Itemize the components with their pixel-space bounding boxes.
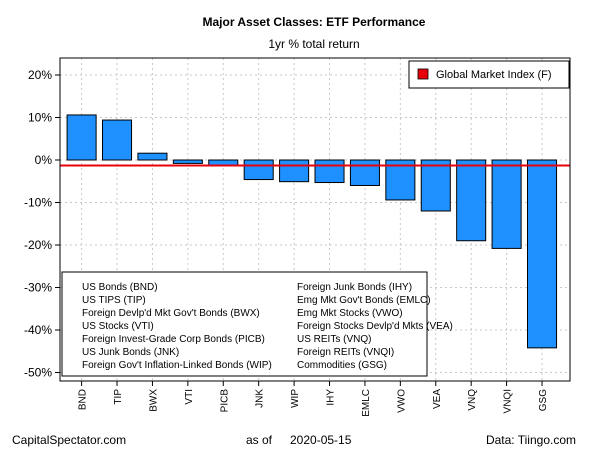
ticker-key-entry: Foreign Stocks Devlp'd Mkts (VEA) [297,321,453,332]
bar-picb [208,159,239,166]
x-tick-label-jnk: JNK [255,389,266,408]
y-tick-label: 10% [28,111,52,125]
x-tick-label-bwx: BWX [148,389,159,412]
footer-date: 2020-05-15 [290,433,352,447]
bar-jnk [243,159,274,181]
x-tick-label-tip: TIP [113,389,124,405]
plot-frame [59,57,571,382]
ticker-key-entry: Foreign Devlp'd Mkt Gov't Bonds (BWX) [82,308,260,319]
x-tick-label-emlc: EMLC [361,389,372,417]
x-tick-label-gsg: GSG [538,389,549,411]
y-tick-label: -20% [24,238,52,252]
bar-ihy [314,159,345,184]
footer-as-of-label: as of [246,433,273,447]
ticker-key-right-column: Foreign Junk Bonds (IHY) Emg Mkt Gov't Bo… [297,282,453,371]
x-tick-label-wip: WIP [290,389,301,408]
y-tick-label: 20% [28,68,52,82]
bar-vea [420,159,451,212]
ticker-key-entry: US Stocks (VTI) [82,321,154,332]
ticker-key-entry: Emg Mkt Stocks (VWO) [297,308,403,319]
y-tick-label: -50% [24,366,52,380]
ticker-key-left-column: US Bonds (BND) US TIPS (TIP) Foreign Devlp… [82,282,272,371]
ticker-key-entry: US TIPS (TIP) [82,295,146,306]
y-tick-label: -40% [24,323,52,337]
chart-title: Major Asset Classes: ETF Performance [203,15,426,29]
legend-swatch [417,68,429,80]
bar-bnd [66,114,97,161]
ticker-key: US Bonds (BND) US TIPS (TIP) Foreign Devlp… [61,271,453,377]
x-tick-label-bnd: BND [78,389,89,410]
x-tick-label-vea: VEA [432,389,443,409]
x-tick-label-vnqi: VNQI [503,389,514,413]
bar-tip [102,119,133,161]
x-tick-label-picb: PICB [219,389,230,413]
ticker-key-entry: Foreign Invest-Grade Corp Bonds (PICB) [82,334,265,345]
footer-source-site: CapitalSpectator.com [12,433,126,447]
bar-vwo [385,159,416,201]
bar-bwx [137,152,168,161]
ticker-key-entry: Emg Mkt Gov't Bonds (EMLC) [297,295,431,306]
legend: Global Market Index (F) [408,60,570,89]
x-axis: BND TIP BWX VTI PICB JNK WIP IHY EMLC VWO VEA VNQ VN… [78,381,549,417]
ticker-key-entry: US Bonds (BND) [82,282,158,293]
bar-vnqi [491,159,522,249]
bar-gsg [527,159,558,349]
legend-box [408,60,570,89]
ticker-key-entry: Foreign Junk Bonds (IHY) [297,282,412,293]
footer-data-source: Data: Tiingo.com [486,433,576,447]
y-tick-label: 0% [35,153,53,167]
x-tick-label-vwo: VWO [396,389,407,413]
ticker-key-entry: US REITs (VNQ) [297,334,371,345]
ticker-key-entry: Foreign Gov't Inflation-Linked Bonds (WI… [82,360,272,371]
bar-emlc [349,159,380,186]
ticker-key-entry: US Junk Bonds (JNK) [82,347,179,358]
y-tick-label: -10% [24,196,52,210]
ticker-key-entry: Foreign REITs (VNQI) [297,347,394,358]
bar-wip [279,159,310,183]
x-tick-label-ihy: IHY [326,389,337,406]
y-axis: 20% 10% 0% -10% -20% -30% -40% -50% [24,68,60,380]
ticker-key-box [61,271,428,377]
chart-subtitle: 1yr % total return [268,37,359,51]
bar-vti [172,159,203,164]
y-tick-label: -30% [24,281,52,295]
bar-vnq [456,159,487,242]
x-tick-label-vnq: VNQ [467,389,478,411]
legend-label: Global Market Index (F) [436,69,552,81]
x-tick-label-vti: VTI [184,389,195,405]
bars [66,114,558,349]
ticker-key-entry: Commodities (GSG) [297,360,387,371]
